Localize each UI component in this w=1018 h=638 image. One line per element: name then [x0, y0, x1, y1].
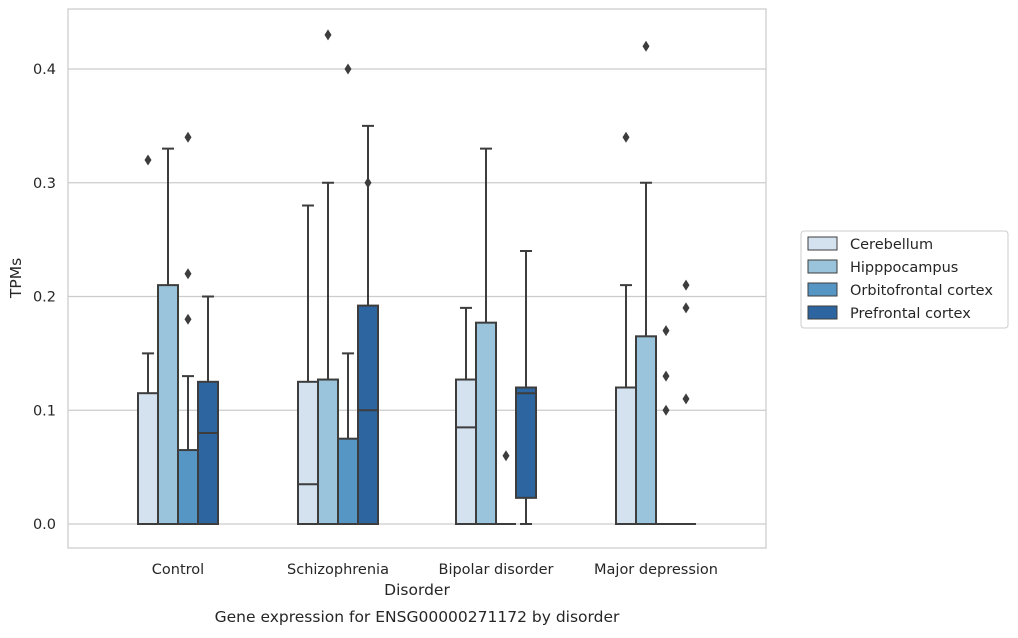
box [475, 321, 497, 525]
outlier-point [364, 177, 372, 189]
y-tick-label: 0.4 [33, 62, 56, 78]
y-tick-label: 0.0 [33, 517, 56, 533]
box-group [656, 325, 676, 525]
x-tick-label: Bipolar disorder [439, 562, 554, 578]
box [337, 437, 359, 525]
box-group [317, 29, 339, 525]
outlier-point [344, 63, 352, 75]
outlier-point [682, 393, 690, 405]
box [357, 304, 379, 525]
box [455, 378, 477, 525]
y-tick-label: 0.2 [33, 290, 56, 306]
box-group [157, 147, 179, 525]
box-group [137, 154, 159, 525]
box-group [197, 295, 219, 525]
legend-items: Cerebellum Hipppocampus Orbitofrontal cort… [807, 236, 993, 322]
legend-swatch [807, 305, 838, 320]
box-group [177, 131, 199, 525]
box-group [496, 450, 516, 525]
outlier-point [682, 279, 690, 291]
box [177, 449, 199, 525]
y-tick-label: 0.3 [33, 176, 56, 192]
box-group [676, 279, 696, 525]
y-tick-labels: 0.0 0.1 0.2 0.3 0.4 [33, 62, 56, 533]
outlier-point [682, 302, 690, 314]
x-tick-labels: Control Schizophrenia Bipolar disorder Majo… [152, 562, 718, 578]
box [197, 380, 219, 525]
legend: Cerebellum Hipppocampus Orbitofrontal cort… [800, 230, 1009, 329]
x-axis-label: Disorder [384, 581, 450, 599]
box-group [455, 306, 477, 525]
box [615, 386, 637, 525]
legend-label: Hipppocampus [850, 260, 958, 276]
x-tick-label: Schizophrenia [287, 562, 389, 578]
outlier-point [184, 131, 192, 143]
legend-label: Cerebellum [850, 237, 933, 253]
box [297, 380, 319, 525]
legend-swatch [807, 259, 838, 274]
box-group [297, 204, 319, 525]
box-group [357, 124, 379, 525]
outlier-point [622, 131, 630, 143]
box [317, 378, 339, 525]
x-tick-label: Control [152, 562, 204, 578]
outlier-point [184, 313, 192, 325]
outlier-point [184, 268, 192, 280]
box [137, 392, 159, 525]
box [157, 284, 179, 525]
outlier-point [662, 370, 670, 382]
box-group [615, 131, 637, 525]
y-tick-label: 0.1 [33, 403, 56, 419]
outlier-point [144, 154, 152, 166]
legend-swatch [807, 282, 838, 297]
legend-label: Prefrontal cortex [850, 306, 971, 322]
legend-frame [800, 230, 1009, 329]
outlier-point [662, 325, 670, 337]
box-group [515, 250, 537, 525]
box [635, 335, 657, 525]
legend-swatch [807, 236, 838, 251]
box-group [337, 63, 359, 525]
box-group [475, 147, 497, 525]
box-group [635, 40, 657, 525]
box [515, 386, 537, 499]
box-layer [137, 29, 696, 525]
y-axis-label: TPMs [7, 258, 25, 299]
outlier-point [642, 40, 650, 52]
outlier-point [324, 29, 332, 41]
plot-frame [67, 8, 767, 549]
x-tick-label: Major depression [594, 562, 718, 578]
chart-caption: Gene expression for ENSG00000271172 by d… [215, 608, 620, 626]
legend-label: Orbitofrontal cortex [850, 283, 993, 299]
outlier-point [662, 404, 670, 416]
outlier-point [502, 450, 510, 462]
